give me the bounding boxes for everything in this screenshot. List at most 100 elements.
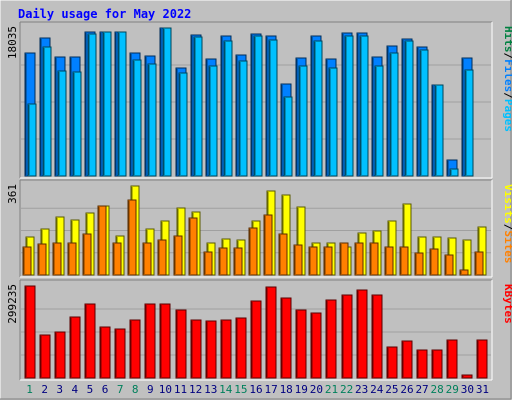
day-label: 19 [295,383,308,396]
day-label: 11 [174,383,187,396]
day-label: 7 [117,383,124,396]
day-label: 1 [26,383,33,396]
bar-pages [117,31,127,177]
bar-kbytes [265,286,277,379]
bar-pages [253,35,263,177]
bar-sites [97,205,107,276]
bar-kbytes [310,312,322,379]
bar-kbytes [144,303,156,379]
bar-pages [404,40,414,177]
day-label: 21 [325,383,338,396]
bar-sites [218,247,228,276]
legend-separator: / [502,224,512,231]
series-sites [22,199,484,276]
day-label: 6 [102,383,109,396]
bar-pages [193,36,203,177]
bar-kbytes [205,320,217,379]
day-label: 2 [41,383,48,396]
bar-kbytes [24,285,36,379]
bar-pages [208,65,218,177]
bar-kbytes [416,349,428,379]
bar-pages [87,33,97,177]
day-label: 13 [204,383,217,396]
day-label: 27 [415,383,428,396]
bar-sites [399,246,409,276]
bar-kbytes [129,319,141,379]
panel-2: 361 Visits/Sites [6,179,512,278]
day-label: 26 [400,383,413,396]
bar-kbytes [175,309,187,379]
day-label: 25 [385,383,398,396]
bar-kbytes [280,297,292,379]
day-axis-labels: 1 2 3 4 5 6 7 8 9 10 11 12 13 14 15 16 17 18 19 20 21 22 23 24 2… [26,383,489,396]
day-label: 5 [87,383,94,396]
bar-sites [429,248,439,276]
day-label: 3 [56,383,63,396]
bar-sites [142,242,152,276]
day-label: 22 [340,383,353,396]
bar-kbytes [250,300,262,379]
panel-legend: KBytes [502,284,512,324]
bar-pages [449,168,459,177]
bar-sites [127,199,137,276]
bar-pages [359,35,369,177]
bar-pages [223,40,233,177]
chart-panels: 18035Hits/Files/Pages361Visits/Sites2992… [6,21,512,381]
bar-kbytes [386,346,398,379]
day-label: 31 [476,383,489,396]
bar-kbytes [235,317,247,379]
bar-pages [162,27,172,177]
bar-kbytes [356,289,368,379]
bar-sites [459,269,469,276]
bar-pages [344,35,354,177]
bar-pages [464,69,474,177]
bar-sites [354,242,364,276]
day-label: 17 [264,383,277,396]
bar-pages [298,65,308,177]
bar-sites [52,242,62,276]
day-label: 12 [189,383,202,396]
bar-pages [419,49,429,177]
bar-sites [82,233,92,276]
bar-kbytes [476,339,488,379]
bar-sites [22,246,32,276]
bar-kbytes [446,339,458,379]
bar-kbytes [84,303,96,379]
bar-kbytes [39,334,51,379]
bar-pages [27,103,37,177]
bar-sites [369,242,379,276]
bar-sites [263,214,273,276]
bar-kbytes [341,294,353,379]
bar-sites [308,246,318,276]
day-label: 9 [147,383,154,396]
bar-kbytes [371,294,383,379]
bar-sites [278,233,288,276]
bar-pages [57,70,67,177]
bar-kbytes [54,331,66,379]
bar-kbytes [295,309,307,379]
bar-sites [67,242,77,276]
bar-sites [188,217,198,276]
day-label: 4 [72,383,79,396]
chart-title: Daily usage for May 2022 [18,7,191,21]
day-label: 18 [280,383,293,396]
bar-pages [238,60,248,177]
legend-files: Files [502,59,512,92]
bar-sites [37,243,47,276]
series-pages [27,27,474,177]
legend-separator: / [502,53,512,60]
bar-sites [233,247,243,276]
panel-legend: Visits/Sites [502,184,512,264]
y-axis-max-label: 299235 [6,284,19,324]
y-axis-max-label: 361 [6,184,19,204]
day-label: 20 [310,383,323,396]
bar-pages [147,63,157,177]
bar-kbytes [114,328,126,379]
bar-sites [339,242,349,276]
day-label: 28 [431,383,444,396]
day-label: 16 [249,383,262,396]
bar-pages [374,65,384,177]
y-axis-max-label: 18035 [6,26,19,59]
